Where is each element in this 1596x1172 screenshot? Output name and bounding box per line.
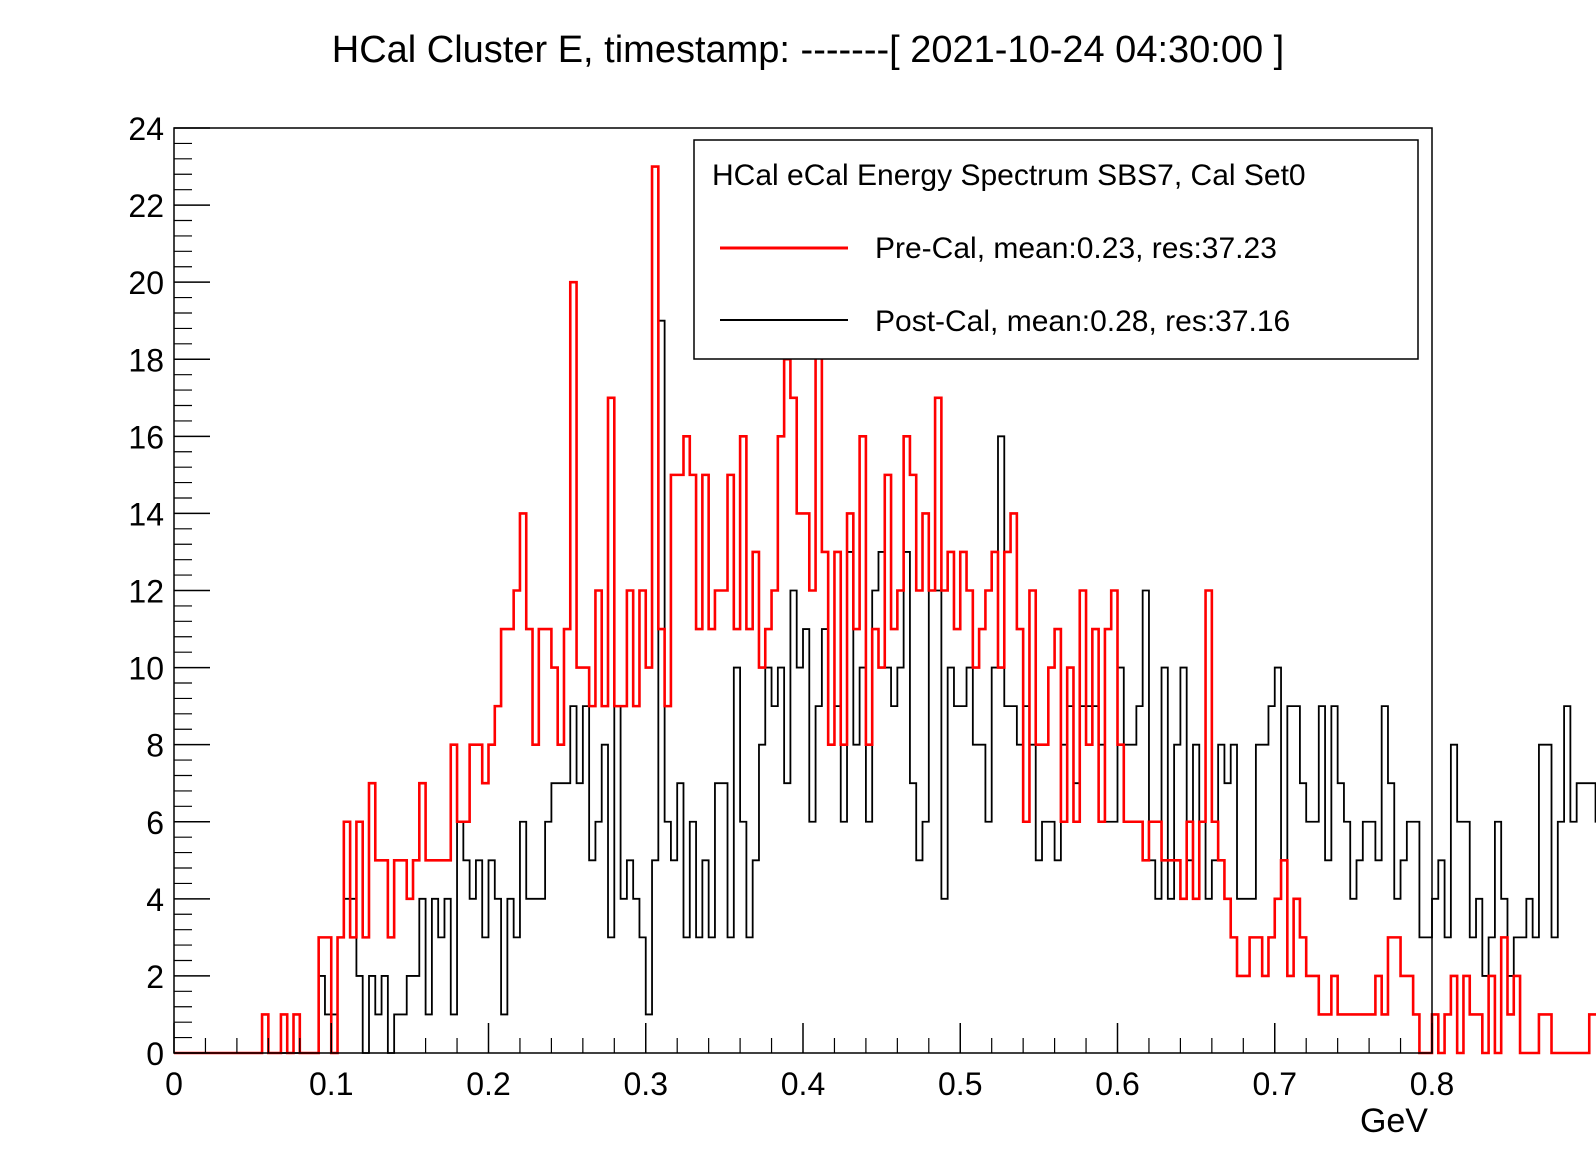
histogram-series-layer: [174, 165, 1596, 1055]
y-tick-label: 2: [146, 959, 164, 995]
chart-title: HCal Cluster E, timestamp: -------[ 2021…: [332, 29, 1284, 71]
legend-header: HCal eCal Energy Spectrum SBS7, Cal Set0: [712, 159, 1306, 192]
x-tick-label: 0.5: [938, 1066, 982, 1102]
legend: HCal eCal Energy Spectrum SBS7, Cal Set0…: [693, 139, 1419, 360]
y-tick-label: 14: [128, 496, 164, 532]
x-tick-label: 0.1: [309, 1066, 353, 1102]
x-tick-label: 0.6: [1095, 1066, 1139, 1102]
y-tick-label: 18: [128, 342, 164, 378]
y-tick-label: 0: [146, 1036, 164, 1072]
series-post-cal: [174, 319, 1596, 1054]
x-tick-label: 0.7: [1253, 1066, 1297, 1102]
y-tick-label: 4: [146, 882, 164, 918]
y-tick-label: 20: [128, 265, 164, 301]
y-tick-label: 10: [128, 651, 164, 687]
x-tick-label: 0.4: [781, 1066, 825, 1102]
x-tick-label: 0.3: [624, 1066, 668, 1102]
y-tick-label: 6: [146, 805, 164, 841]
x-tick-label: 0.2: [466, 1066, 510, 1102]
x-tick-label: 0.8: [1410, 1066, 1454, 1102]
x-axis-label: GeV: [1360, 1102, 1428, 1140]
x-tick-label: 0: [165, 1066, 183, 1102]
y-tick-label: 22: [128, 188, 164, 224]
series-pre-cal: [174, 165, 1596, 1055]
y-tick-label: 16: [128, 419, 164, 455]
y-tick-label: 24: [128, 111, 164, 147]
y-tick-label: 12: [128, 574, 164, 610]
legend-label-post-cal: Post-Cal, mean:0.28, res:37.16: [875, 305, 1290, 338]
y-tick-label: 8: [146, 728, 164, 764]
legend-label-pre-cal: Pre-Cal, mean:0.23, res:37.23: [875, 232, 1277, 265]
axes: 0 0.1 0.2 0.3 0.4 0.5 0.6 0.7 0.8024681012141618…: [128, 111, 1454, 1102]
